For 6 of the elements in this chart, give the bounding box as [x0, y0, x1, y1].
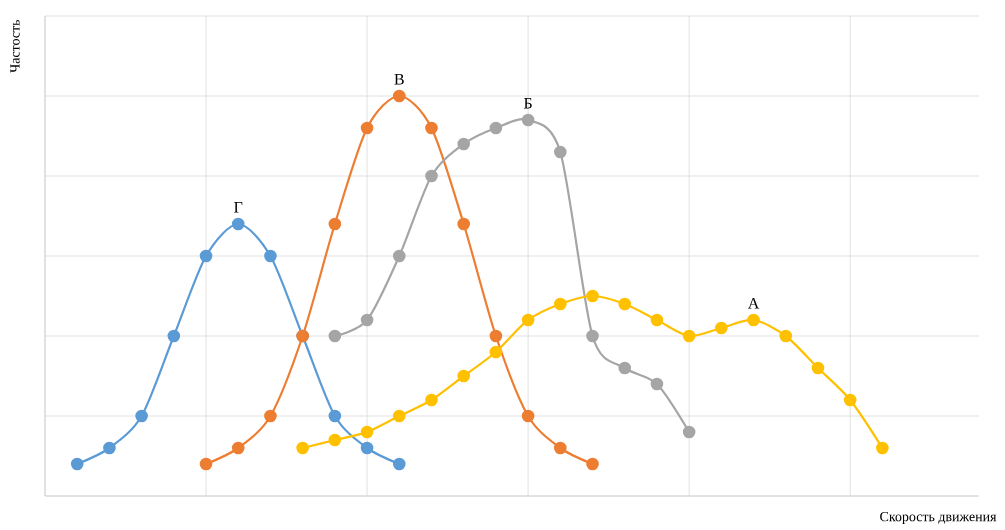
- y-axis-title: Частость: [10, 19, 20, 73]
- series-label: В: [394, 73, 404, 85]
- series-label: Б: [523, 98, 532, 109]
- series-label: Г: [234, 202, 243, 213]
- series-label: А: [747, 297, 760, 309]
- x-axis-title: Скорость движения: [880, 511, 997, 525]
